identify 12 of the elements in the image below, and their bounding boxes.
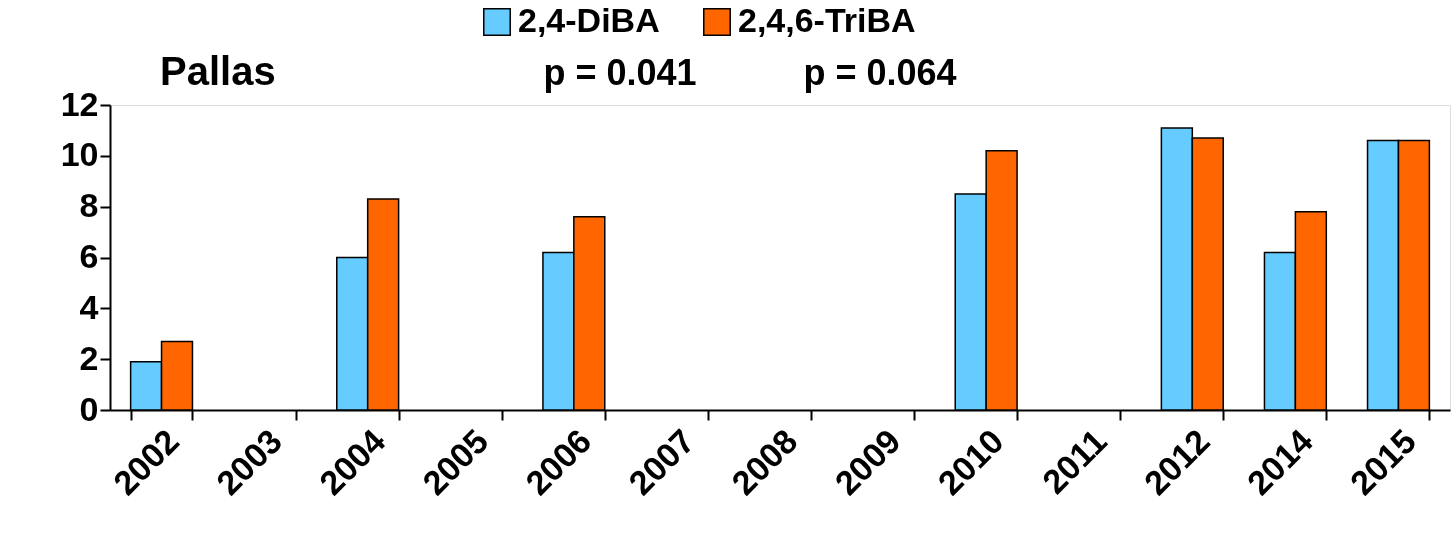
- text: p = 0.041: [543, 52, 697, 93]
- y-tick-label: 4: [79, 287, 99, 326]
- text: Pallas: [160, 49, 276, 93]
- y-tick-label: 12: [60, 84, 99, 123]
- y-tick-label: 6: [79, 237, 99, 275]
- y-tick-label: 10: [60, 135, 99, 174]
- text: p = 0.064: [803, 52, 957, 93]
- y-tick-label: 0: [79, 389, 99, 428]
- legend-label: 2,4,6-TriBA: [738, 1, 916, 39]
- legend-label: 2,4-DiBA: [518, 1, 660, 39]
- y-tick-label: 8: [79, 186, 99, 225]
- y-tick-label: 2: [79, 338, 99, 377]
